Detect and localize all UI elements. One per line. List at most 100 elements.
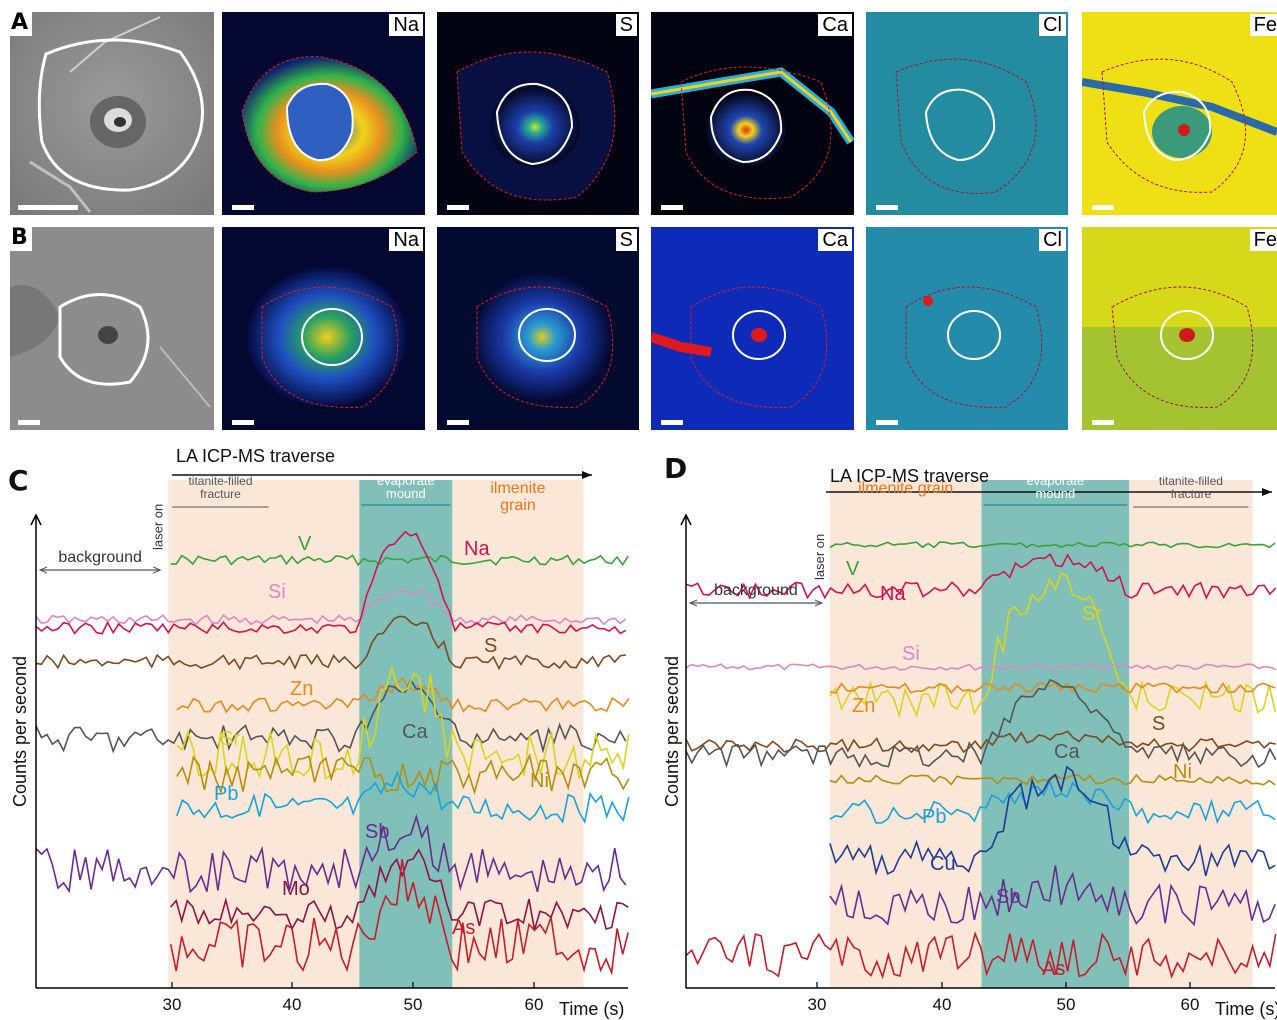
series-sb (829, 865, 1276, 927)
traverse-title: LA ICP-MS traverse (830, 466, 989, 486)
scale-bar (18, 205, 78, 210)
series-label-zn: Zn (290, 678, 313, 700)
band-label: grain (500, 497, 536, 514)
band-label: evaporate (1026, 473, 1084, 488)
series-si (685, 663, 1276, 671)
x-axis-title: Time (s) (1215, 999, 1277, 1019)
element-label-fe: Fe (1249, 14, 1277, 36)
band-label: mound (386, 486, 426, 501)
element-label-ca: Ca (818, 14, 852, 36)
scale-bar (447, 420, 469, 425)
series-zn (176, 677, 630, 714)
traverse-arrowhead (582, 471, 592, 479)
series-v (829, 541, 1276, 549)
band-label: titanite-filled (1159, 474, 1223, 488)
series-ni (829, 773, 1276, 786)
map-b-na: Na (222, 227, 425, 430)
band-label: evaporate (377, 473, 435, 488)
series-si (35, 588, 627, 626)
series-v (170, 554, 629, 567)
x-tick-label: 30 (163, 995, 182, 1014)
laser-on-label: laser on (150, 504, 165, 550)
element-label-fe: Fe (1249, 229, 1277, 251)
series-s (685, 730, 1276, 754)
background-arrowhead-left (38, 566, 48, 574)
series-label-sb: Sb (996, 886, 1020, 908)
series-label-pb: Pb (922, 806, 946, 828)
scale-bar (1092, 420, 1114, 425)
series-cu (829, 765, 1276, 877)
element-label-na: Na (389, 229, 423, 251)
background-arrowhead-right (153, 566, 162, 574)
element-label-ca: Ca (818, 229, 852, 251)
x-tick-label: 60 (525, 995, 544, 1014)
series-label-sr: Sr (1082, 603, 1102, 625)
scale-bar (232, 205, 254, 210)
map-b-fe: Fe (1082, 227, 1277, 430)
band-ilmenite (829, 480, 982, 988)
series-label-zn: Zn (852, 695, 875, 717)
scale-bar (661, 205, 683, 210)
x-tick-label: 50 (404, 995, 423, 1014)
series-sr (176, 665, 630, 781)
series-label-s: S (1152, 713, 1165, 735)
panel-label: C (8, 464, 29, 497)
series-zn (829, 682, 1276, 694)
series-pb (829, 778, 1276, 825)
scale-bar (661, 420, 683, 425)
series-label-cu: Cu (930, 853, 956, 875)
laser-on-label: laser on (812, 534, 827, 580)
element-label-cl: Cl (1039, 14, 1066, 36)
series-sb (35, 813, 627, 894)
series-mo (170, 848, 629, 931)
chart-c: 30 40 50 60 Time (s) Counts per second C LA ICP… (8, 446, 630, 1019)
background-label: background (714, 582, 798, 599)
scale-bar (18, 420, 40, 425)
traverse-arrowhead (1262, 488, 1272, 496)
series-label-na: Na (464, 538, 490, 560)
panel-label: D (664, 452, 687, 485)
map-b-s: S (437, 227, 639, 430)
chart-d: 30 40 50 60 Time (s) Counts per second D LA ICP… (662, 452, 1277, 1019)
map-a-cl: Cl (866, 12, 1068, 215)
series-label-s: S (484, 635, 497, 657)
series-ni (176, 752, 630, 796)
series-label-pb: Pb (214, 783, 238, 805)
scale-bar (876, 205, 898, 210)
series-label-na: Na (880, 583, 906, 605)
series-ca (35, 678, 627, 754)
element-label-cl: Cl (1039, 229, 1066, 251)
band-label: ilmenite grain (858, 480, 953, 497)
panel-b-label: B (10, 227, 32, 251)
element-label-na: Na (389, 14, 423, 36)
series-as (169, 859, 629, 976)
element-label-s: S (615, 14, 637, 36)
panel-b-sem-image: B (10, 227, 214, 430)
scale-bar (876, 420, 898, 425)
element-label-s: S (615, 229, 637, 251)
map-a-ca: Ca (651, 12, 854, 215)
map-a-fe: Fe (1082, 12, 1277, 215)
series-label-as: As (1042, 958, 1065, 980)
series-label-si: Si (268, 581, 286, 603)
band-label: fracture (1171, 487, 1212, 501)
band-label: mound (1036, 486, 1076, 501)
band-label: ilmenite (490, 480, 545, 497)
map-b-ca: Ca (651, 227, 854, 430)
band-label: fracture (200, 487, 241, 501)
background-label: background (58, 549, 142, 566)
x-tick-label: 60 (1181, 995, 1200, 1014)
series-sr (829, 571, 1276, 719)
series-label-si: Si (902, 643, 920, 665)
traverse-title: LA ICP-MS traverse (176, 446, 335, 466)
scale-bar (1092, 205, 1114, 210)
y-axis-arrow (30, 513, 42, 526)
series-label-v: V (846, 558, 860, 580)
x-axis-title: Time (s) (559, 999, 624, 1019)
background-arrowhead-left (688, 599, 698, 607)
map-a-na: Na (222, 12, 425, 215)
series-pb (176, 770, 630, 825)
series-label-mo: Mo (282, 878, 310, 900)
series-s (35, 615, 626, 671)
